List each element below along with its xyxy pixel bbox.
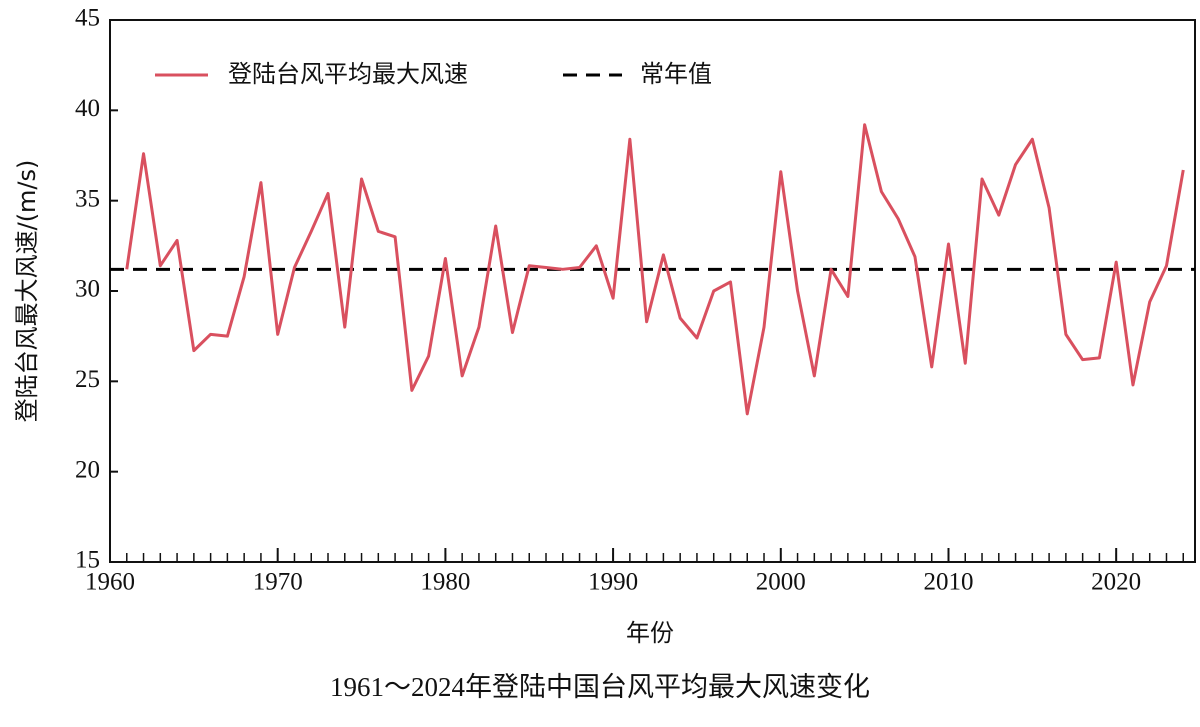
y-tick-label: 15 bbox=[75, 547, 100, 574]
y-tick-label: 30 bbox=[75, 276, 100, 303]
legend-label: 登陆台风平均最大风速 bbox=[228, 60, 468, 88]
y-tick-label: 40 bbox=[75, 95, 100, 122]
data-line bbox=[125, 123, 1185, 416]
y-tick-label: 20 bbox=[75, 456, 100, 483]
y-tick-label: 25 bbox=[75, 366, 100, 393]
x-tick-label: 1970 bbox=[253, 569, 303, 596]
x-tick-label: 2020 bbox=[1091, 569, 1141, 596]
y-axis-label: 登陆台风最大风速/(m/s) bbox=[13, 160, 41, 423]
legend-label: 常年值 bbox=[640, 60, 712, 88]
x-tick-label: 2010 bbox=[923, 569, 973, 596]
chart-title: 1961～2024年登陆中国台风平均最大风速变化 bbox=[330, 672, 870, 702]
x-tick-label: 1990 bbox=[588, 569, 638, 596]
y-tick-label: 35 bbox=[75, 185, 100, 212]
x-axis-label: 年份 bbox=[626, 619, 674, 647]
x-tick-label: 1980 bbox=[420, 569, 470, 596]
x-tick-label: 1960 bbox=[85, 569, 135, 596]
y-tick-label: 45 bbox=[75, 5, 100, 32]
x-tick-label: 2000 bbox=[756, 569, 806, 596]
